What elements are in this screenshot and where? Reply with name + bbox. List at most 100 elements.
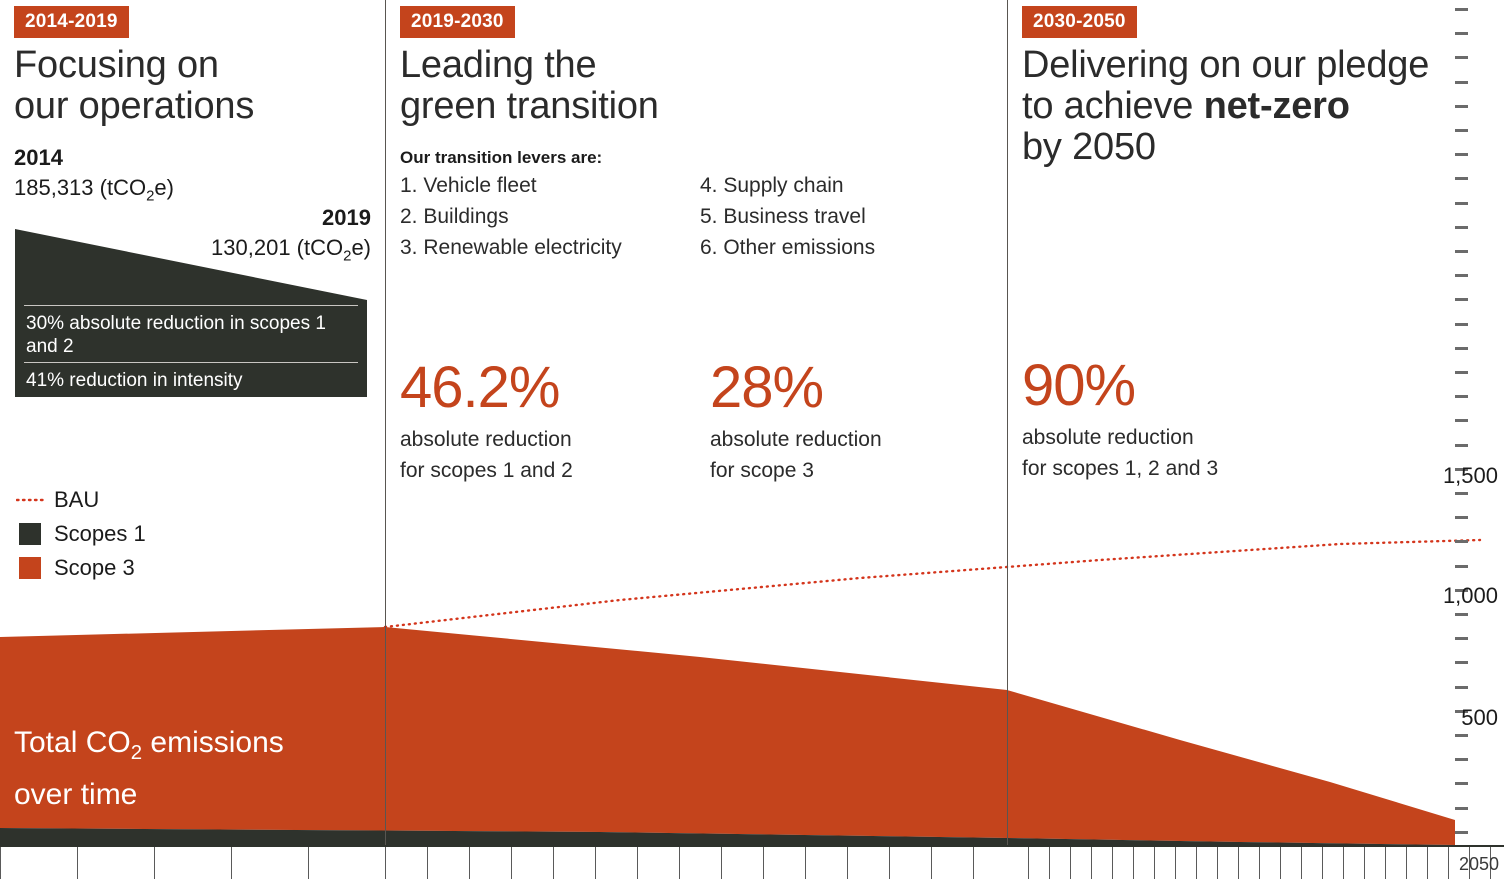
panel-1-headline-line-1: Focusing on xyxy=(14,44,219,86)
x-axis-tick xyxy=(1133,847,1134,879)
y-axis-tick xyxy=(1455,758,1468,761)
x-axis-tick xyxy=(805,847,806,879)
transition-levers: Our transition levers are: 1. Vehicle fl… xyxy=(400,148,1000,263)
y-axis-tick xyxy=(1455,226,1468,229)
y-axis-tick xyxy=(1455,419,1468,422)
chart-legend: BAU Scopes 1 Scope 3 xyxy=(16,483,146,585)
y-axis-tick xyxy=(1455,782,1468,785)
y-axis-tick xyxy=(1455,516,1468,519)
legend-item-scope-3[interactable]: Scope 3 xyxy=(16,551,146,585)
y-axis-label-1500: 1,500 xyxy=(1442,463,1498,488)
x-axis-tick xyxy=(1469,847,1470,879)
x-axis-tick xyxy=(385,847,386,879)
wedge-rule-bottom xyxy=(24,362,358,363)
x-axis-tick xyxy=(1448,847,1449,879)
bau-line xyxy=(383,538,1482,629)
divider-panel-2-3 xyxy=(1007,0,1008,845)
x-axis-tick xyxy=(1238,847,1239,879)
orange-swatch-icon xyxy=(16,557,44,579)
y-axis-tick xyxy=(1455,637,1468,640)
divider-panel-1-2 xyxy=(385,0,386,845)
stat-scopes-1-2-3: 90% absolute reduction for scopes 1, 2 a… xyxy=(1022,356,1422,484)
x-axis-label-2050: 2050 xyxy=(1459,854,1500,874)
dark-swatch-icon xyxy=(16,523,44,545)
y-axis-tick xyxy=(1455,298,1468,301)
y-axis-tick xyxy=(1455,710,1468,713)
y-axis-title: ktCO2e xyxy=(1470,8,1496,128)
x-axis-tick xyxy=(77,847,78,879)
panel-2-headline-line-2: green transition xyxy=(400,85,659,127)
y-axis-tick xyxy=(1455,177,1468,180)
x-axis-tick xyxy=(1385,847,1386,879)
y-axis-tick xyxy=(1455,153,1468,156)
panel-1-headline-line-2: our operations xyxy=(14,85,255,127)
lever-item: 5. Business travel xyxy=(700,205,866,228)
x-axis-tick xyxy=(1322,847,1323,879)
x-axis-tick xyxy=(1427,847,1428,879)
panel-3-headline: Delivering on our pledge to achieve net-z… xyxy=(1022,44,1430,168)
y-axis-tick xyxy=(1455,492,1468,495)
wedge-fact-1: 30% absolute reduction in scopes 1 and 2 xyxy=(26,313,326,357)
y-axis-tick xyxy=(1455,444,1468,447)
y-axis-tick xyxy=(1455,468,1468,471)
x-axis-tick xyxy=(1028,847,1029,879)
y-axis xyxy=(1455,0,1504,880)
x-axis: 2050 xyxy=(0,845,1504,882)
total-emissions-caption: Total CO2 emissions over time xyxy=(14,722,366,815)
x-axis-tick xyxy=(1280,847,1281,879)
stat-percent: 28% xyxy=(710,355,824,420)
scopes12-area xyxy=(0,828,1455,847)
y-axis-tick xyxy=(1455,274,1468,277)
y-axis-tick xyxy=(1455,540,1468,543)
legend-label-bau: BAU xyxy=(54,487,100,512)
x-axis-tick xyxy=(1217,847,1218,879)
panel-2-headline: Leading the green transition xyxy=(400,45,960,127)
panel-2019-2030: 2019-2030 Leading the green transition O… xyxy=(386,0,1007,880)
y-axis-tick xyxy=(1455,734,1468,737)
baseline-value: 185,313 (tCO2e) xyxy=(14,175,174,205)
x-axis-tick xyxy=(1406,847,1407,879)
wedge-fact-2: 41% reduction in intensity xyxy=(26,370,243,391)
x-axis-tick xyxy=(1259,847,1260,879)
stat-scopes-1-2: 46.2% absolute reduction for scopes 1 an… xyxy=(400,358,700,486)
stat-description: absolute reduction for scopes 1, 2 and 3 xyxy=(1022,426,1219,480)
scope3-area xyxy=(0,627,1455,845)
y-axis-tick xyxy=(1455,202,1468,205)
panel-2014-2019: 2014-2019 Focusing on our operations 201… xyxy=(0,0,385,880)
y-axis-tick xyxy=(1455,686,1468,689)
x-axis-tick xyxy=(1343,847,1344,879)
x-axis-tick xyxy=(1154,847,1155,879)
y-axis-tick xyxy=(1455,81,1468,84)
legend-label-scopes-1: Scopes 1 xyxy=(54,521,146,546)
endline-2019: 2019 130,201 (tCO2e) xyxy=(211,205,371,264)
x-axis-tick xyxy=(308,847,309,879)
legend-item-scopes-1[interactable]: Scopes 1 xyxy=(16,517,146,551)
bau-dashed-line-icon xyxy=(16,497,44,503)
x-axis-tick xyxy=(427,847,428,879)
x-axis-tick xyxy=(469,847,470,879)
x-axis-tick xyxy=(553,847,554,879)
y-axis-tick xyxy=(1455,831,1468,834)
x-axis-tick xyxy=(637,847,638,879)
x-axis-tick xyxy=(1112,847,1113,879)
y-axis-tick xyxy=(1455,250,1468,253)
y-axis-tick xyxy=(1455,807,1468,810)
x-axis-tick xyxy=(763,847,764,879)
x-axis-tick xyxy=(1490,847,1491,879)
x-axis-tick xyxy=(1364,847,1365,879)
legend-label-scope-3: Scope 3 xyxy=(54,555,135,580)
stat-description: absolute reduction for scopes 1 and 2 xyxy=(400,428,573,482)
x-axis-tick xyxy=(1196,847,1197,879)
y-axis-tick xyxy=(1455,613,1468,616)
lever-item: 1. Vehicle fleet xyxy=(400,174,537,197)
y-axis-tick xyxy=(1455,56,1468,59)
legend-item-bau[interactable]: BAU xyxy=(16,483,146,517)
y-axis-tick xyxy=(1455,323,1468,326)
x-axis-tick xyxy=(931,847,932,879)
x-axis-tick xyxy=(679,847,680,879)
y-axis-tick xyxy=(1455,589,1468,592)
y-axis-tick xyxy=(1455,347,1468,350)
